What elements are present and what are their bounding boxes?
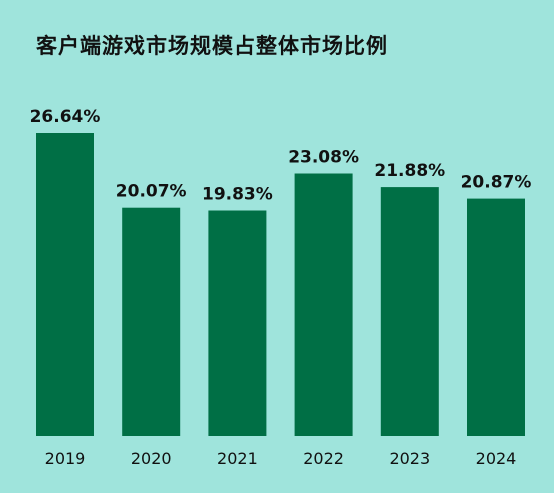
value-label-2021: 19.83% bbox=[202, 185, 273, 205]
x-tick-2023: 2023 bbox=[389, 449, 430, 468]
x-tick-2024: 2024 bbox=[476, 449, 517, 468]
x-tick-2020: 2020 bbox=[131, 449, 172, 468]
value-label-2020: 20.07% bbox=[116, 182, 187, 202]
bars-layer bbox=[36, 133, 525, 436]
value-label-2022: 23.08% bbox=[288, 148, 359, 168]
x-tick-2021: 2021 bbox=[217, 449, 258, 468]
x-tick-2019: 2019 bbox=[45, 449, 86, 468]
value-labels-layer: 26.64% 20.07% 19.83% 23.08% 21.88% 20.87% bbox=[30, 107, 532, 205]
bar-2023 bbox=[380, 187, 439, 436]
bar-2019 bbox=[36, 133, 94, 436]
x-tick-labels-layer: 2019 2020 2021 2022 2023 2024 bbox=[45, 449, 517, 468]
bar-2020 bbox=[122, 207, 181, 436]
value-label-2019: 26.64% bbox=[30, 107, 101, 127]
chart-title: 客户端游戏市场规模占整体市场比例 bbox=[36, 34, 388, 58]
value-label-2023: 21.88% bbox=[374, 161, 445, 181]
value-label-2024: 20.87% bbox=[461, 173, 532, 193]
x-tick-2022: 2022 bbox=[303, 449, 344, 468]
bar-2024 bbox=[467, 198, 525, 436]
bar-2021 bbox=[208, 210, 267, 436]
bar-2022 bbox=[294, 173, 353, 436]
